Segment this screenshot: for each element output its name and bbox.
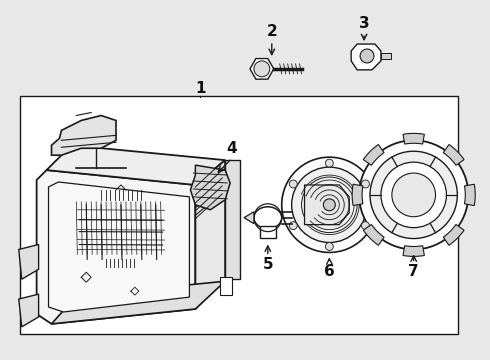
Circle shape [362,222,369,230]
Circle shape [381,162,446,228]
Wedge shape [465,184,475,206]
Polygon shape [351,44,381,70]
Circle shape [282,157,377,252]
Circle shape [359,140,468,249]
Polygon shape [191,165,230,210]
Text: 6: 6 [324,264,335,279]
Bar [220,277,232,295]
Polygon shape [244,212,254,224]
Polygon shape [37,170,196,324]
Polygon shape [19,294,39,327]
Text: 4: 4 [227,141,238,156]
Circle shape [289,180,297,188]
Circle shape [325,159,333,167]
Ellipse shape [254,207,282,229]
Circle shape [370,151,457,239]
Circle shape [289,222,297,230]
Circle shape [362,180,369,188]
Circle shape [254,61,270,77]
Bar [20,96,458,334]
Text: 5: 5 [263,257,273,272]
Text: 3: 3 [359,16,369,31]
Bar [260,226,276,238]
Text: 2: 2 [267,24,277,39]
Wedge shape [352,184,363,206]
Polygon shape [47,145,225,185]
Text: 1: 1 [195,81,206,96]
Wedge shape [363,144,384,165]
Wedge shape [443,225,464,245]
Circle shape [292,167,367,243]
Wedge shape [443,144,464,165]
Circle shape [323,199,335,211]
Wedge shape [363,225,384,245]
Polygon shape [305,185,349,225]
Circle shape [325,243,333,251]
Bar [381,53,391,59]
Wedge shape [403,133,424,144]
Polygon shape [19,244,39,279]
Polygon shape [49,182,190,312]
Polygon shape [196,160,225,309]
Polygon shape [51,281,225,324]
Text: 7: 7 [408,264,419,279]
Polygon shape [51,116,116,155]
Circle shape [360,49,374,63]
Circle shape [392,173,436,217]
Polygon shape [225,160,240,279]
Wedge shape [403,246,424,256]
